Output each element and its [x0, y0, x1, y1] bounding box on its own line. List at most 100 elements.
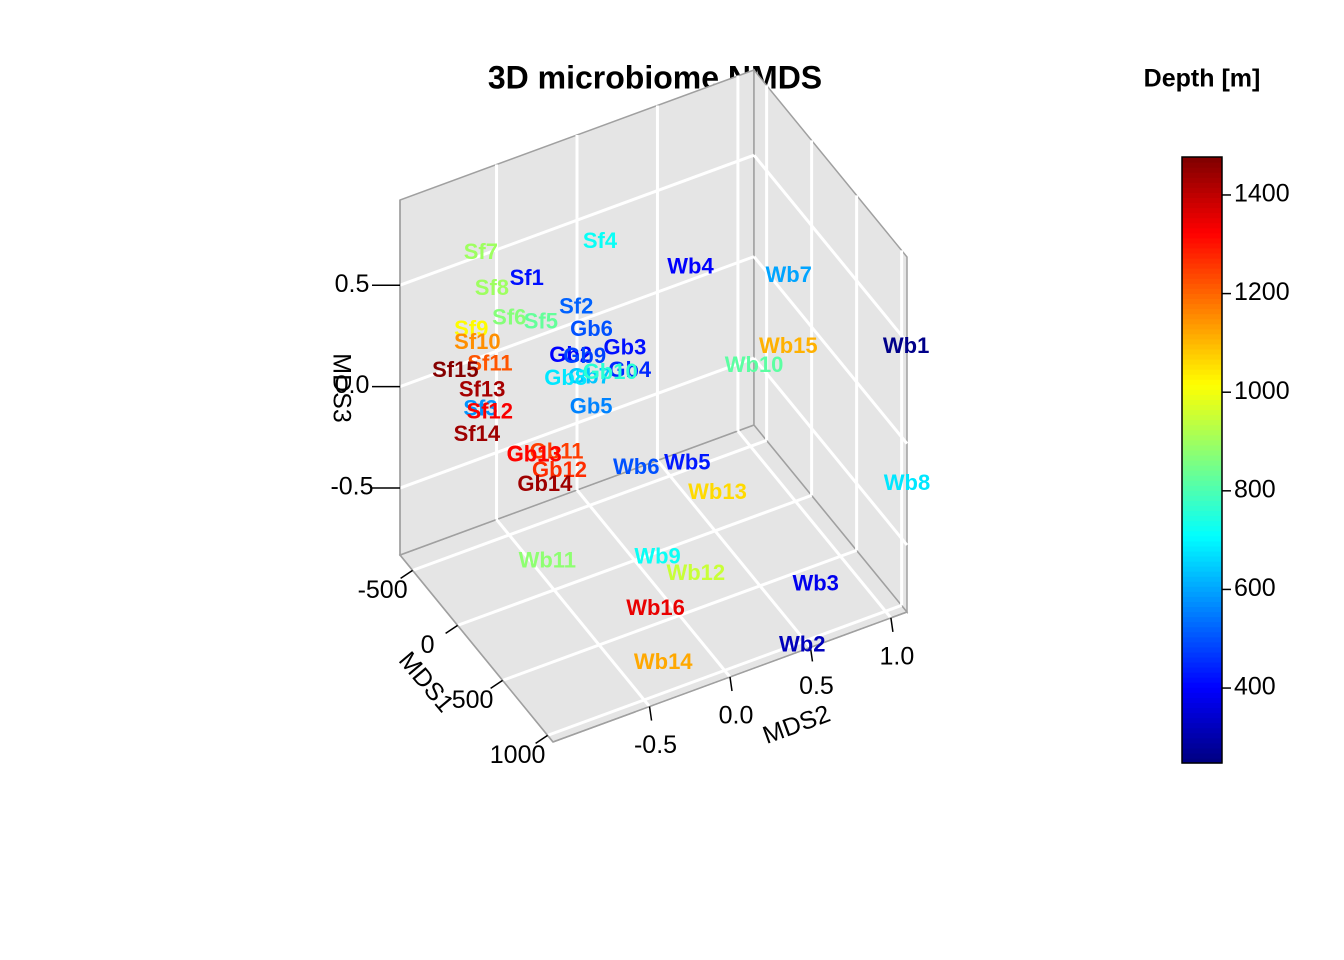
colorbar-swatch: [1182, 586, 1222, 592]
colorbar-swatch: [1182, 353, 1222, 360]
colorbar-tick-label: 1200: [1234, 278, 1290, 306]
colorbar-swatch: [1182, 399, 1222, 406]
point-label: Gb5: [570, 393, 613, 418]
point-label: Gb7: [568, 364, 611, 389]
point-label: Sf4: [583, 228, 618, 253]
colorbar-swatch: [1182, 283, 1222, 289]
colorbar-swatch: [1182, 616, 1222, 623]
colorbar-swatch: [1182, 641, 1222, 648]
colorbar-swatch: [1182, 470, 1222, 476]
colorbar-swatch: [1182, 717, 1222, 724]
colorbar-swatch: [1182, 737, 1222, 744]
colorbar-swatch: [1182, 500, 1222, 507]
colorbar-swatch: [1182, 268, 1222, 274]
colorbar-swatch: [1182, 369, 1222, 375]
colorbar-swatch: [1182, 374, 1222, 380]
point-label: Gb2: [549, 342, 592, 367]
colorbar-swatch: [1182, 566, 1222, 572]
colorbar-tick-label: 1400: [1234, 180, 1290, 208]
colorbar-swatch: [1182, 364, 1222, 370]
point-label: Gb1: [507, 441, 550, 466]
colorbar-tick-label: 800: [1234, 475, 1276, 503]
x-tick-label: -500: [358, 576, 408, 604]
point-label: Wb16: [626, 595, 685, 620]
colorbar-swatch: [1182, 167, 1222, 173]
colorbar-swatch: [1182, 338, 1222, 345]
colorbar-swatch: [1182, 682, 1222, 688]
y-tick-mark: [809, 647, 814, 662]
colorbar-swatch: [1182, 601, 1222, 608]
colorbar-swatch: [1182, 576, 1222, 582]
y-tick-label: 0.5: [799, 672, 834, 700]
colorbar-swatch: [1182, 217, 1222, 224]
point-label: Sf5: [524, 308, 558, 333]
point-label: Sf7: [464, 239, 498, 264]
colorbar-swatch: [1182, 303, 1222, 310]
colorbar-swatch: [1182, 343, 1222, 350]
colorbar-swatch: [1182, 409, 1222, 416]
colorbar-swatch: [1182, 480, 1222, 486]
colorbar-swatch: [1182, 247, 1222, 254]
colorbar-swatch: [1182, 348, 1222, 355]
point-label: Wb8: [884, 470, 930, 495]
colorbar-swatch: [1182, 687, 1222, 693]
point-label: Gb3: [604, 334, 647, 359]
x-tick-mark: [400, 569, 414, 580]
point-label: Wb5: [664, 449, 710, 474]
colorbar-swatch: [1182, 172, 1222, 178]
colorbar-swatch: [1182, 561, 1222, 567]
colorbar-tick-label: 600: [1234, 574, 1276, 602]
colorbar-swatch: [1182, 212, 1222, 219]
y-tick-label: 0.0: [719, 702, 754, 730]
point-label: Sf8: [475, 275, 509, 300]
grid-line: [752, 357, 909, 547]
colorbar-swatch: [1182, 571, 1222, 577]
point-label: Gb6: [570, 316, 613, 341]
grid-line: [752, 154, 909, 344]
point-label: Wb2: [779, 631, 825, 656]
colorbar-swatch: [1182, 379, 1222, 385]
colorbar-swatch: [1182, 656, 1222, 663]
colorbar-swatch: [1182, 308, 1222, 315]
colorbar-swatch: [1182, 187, 1222, 193]
point-label: Sf10: [454, 329, 500, 354]
colorbar-swatch: [1182, 520, 1222, 527]
colorbar-swatch: [1182, 475, 1222, 481]
colorbar-swatch: [1182, 555, 1222, 562]
colorbar-swatch: [1182, 550, 1222, 557]
x-tick-mark: [490, 679, 504, 690]
colorbar-swatch: [1182, 636, 1222, 643]
colorbar-swatch: [1182, 263, 1222, 269]
y-tick-mark: [648, 706, 653, 721]
point-label: Sf13: [459, 377, 505, 402]
colorbar-swatch: [1182, 606, 1222, 613]
y-tick-label: 1.0: [880, 643, 915, 671]
colorbar-swatch: [1182, 404, 1222, 411]
colorbar-swatch: [1182, 232, 1222, 239]
point-label: Gb8: [544, 365, 587, 390]
colorbar-swatch: [1182, 323, 1222, 330]
colorbar-swatch: [1182, 631, 1222, 638]
point-label: Wb9: [634, 543, 680, 568]
grid-line: [399, 153, 755, 287]
colorbar-swatch: [1182, 591, 1222, 597]
colorbar-swatch: [1182, 192, 1222, 198]
y-tick-mark: [890, 617, 894, 633]
colorbar-swatch: [1182, 505, 1222, 512]
colorbar-swatch: [1182, 384, 1222, 390]
colorbar-swatch: [1182, 510, 1222, 517]
grid-line: [752, 255, 909, 445]
colorbar-swatch: [1182, 747, 1222, 754]
grid-line: [656, 459, 812, 649]
colorbar-swatch: [1182, 621, 1222, 628]
colorbar-swatch: [1182, 242, 1222, 249]
colorbar-tick-label: 400: [1234, 673, 1276, 701]
colorbar-swatch: [1182, 177, 1222, 183]
colorbar-swatch: [1182, 677, 1222, 683]
colorbar-swatch: [1182, 460, 1222, 466]
colorbar-swatch: [1182, 692, 1222, 698]
grid-line: [575, 489, 732, 678]
point-label: Sf1: [510, 265, 544, 290]
point-label: Gb11: [530, 439, 584, 464]
